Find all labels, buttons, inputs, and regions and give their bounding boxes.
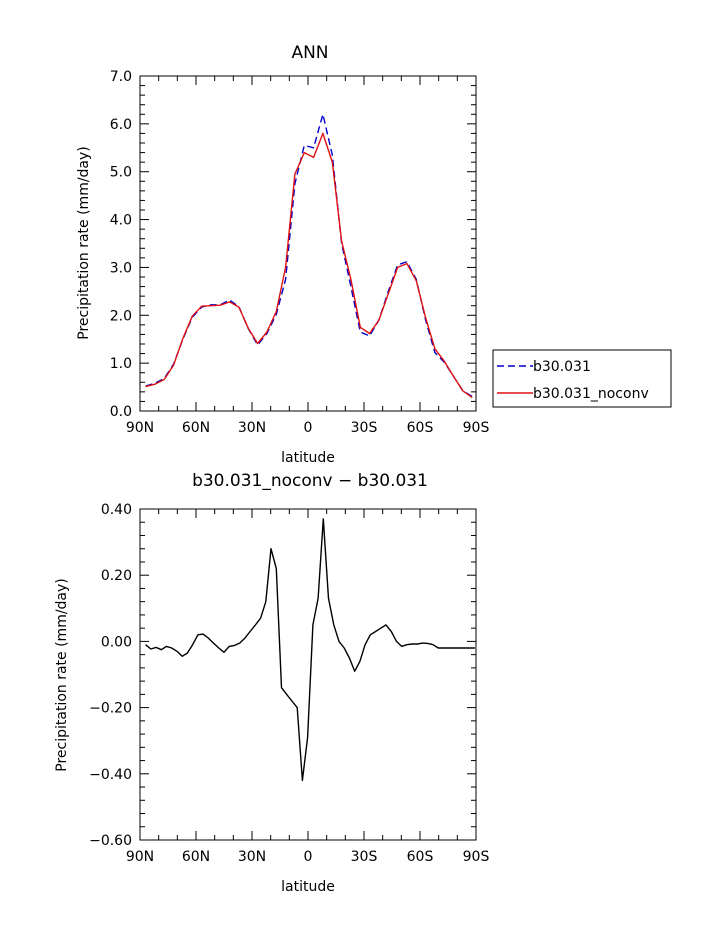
- y-axis-label-top: Precipitation rate (mm/day): [76, 146, 92, 340]
- difference-chart-bottom: b30.031_noconv − b30.031 90N 60N 30N 0 30S 60…: [54, 471, 489, 895]
- y-tick-label-bottom: 0.20: [101, 568, 132, 584]
- x-tick-label-top: 60N: [182, 420, 210, 436]
- y-ticks-bottom: 0.40 0.20 0.00 −0.20 −0.40 −0.60: [89, 502, 476, 849]
- y-axis-label-bottom: Precipitation rate (mm/day): [54, 578, 70, 772]
- x-tick-label-bottom: 60N: [182, 849, 210, 865]
- x-tick-label-top: 0: [304, 420, 313, 436]
- series-line-difference: [145, 518, 475, 782]
- y-tick-label-bottom: 0.00: [101, 634, 132, 650]
- y-tick-label-top: 5.0: [110, 165, 132, 181]
- x-tick-label-top: 90N: [126, 420, 154, 436]
- precipitation-chart-top: ANN 90N 60N 30N 0 30S 60S 90S 0.0 1.0 2.0 3.0 4.0 5…: [76, 43, 672, 466]
- plot-frame-top: [139, 75, 477, 412]
- x-tick-label-bottom: 90S: [463, 849, 490, 865]
- x-tick-label-top: 60S: [407, 420, 434, 436]
- y-tick-label-top: 0.0: [110, 404, 132, 420]
- x-tick-label-top: 90S: [463, 420, 490, 436]
- legend-label-b30-031: b30.031: [533, 359, 591, 375]
- series-group-bottom: [145, 518, 475, 782]
- x-ticks-top: 90N 60N 30N 0 30S 60S 90S: [126, 76, 490, 436]
- y-tick-label-bottom: −0.60: [89, 833, 132, 849]
- y-tick-label-bottom: −0.40: [89, 767, 132, 783]
- y-tick-label-bottom: −0.20: [89, 701, 132, 717]
- x-ticks-bottom: 90N 60N 30N 0 30S 60S 90S: [126, 509, 490, 865]
- x-tick-label-top: 30S: [351, 420, 378, 436]
- chart-title-top: ANN: [291, 43, 328, 63]
- x-axis-label-bottom: latitude: [281, 879, 335, 895]
- y-tick-label-top: 3.0: [110, 260, 132, 276]
- series-group-top: [145, 113, 473, 399]
- legend: b30.031 b30.031_noconv: [492, 349, 672, 408]
- x-tick-label-bottom: 90N: [126, 849, 154, 865]
- x-tick-label-bottom: 30S: [351, 849, 378, 865]
- y-tick-label-top: 1.0: [110, 356, 132, 372]
- y-tick-label-top: 7.0: [110, 69, 132, 85]
- legend-box: [492, 349, 672, 408]
- chart-title-bottom: b30.031_noconv − b30.031: [192, 471, 428, 491]
- y-tick-label-top: 2.0: [110, 308, 132, 324]
- series-line-b30-031: [145, 113, 473, 398]
- legend-label-b30-031-noconv: b30.031_noconv: [533, 386, 649, 402]
- y-tick-label-top: 6.0: [110, 117, 132, 133]
- x-tick-label-bottom: 30N: [238, 849, 266, 865]
- plot-frame-bottom: [139, 508, 477, 841]
- x-tick-label-bottom: 0: [304, 849, 313, 865]
- series-line-b30-031-noconv: [145, 132, 473, 399]
- y-tick-label-bottom: 0.40: [101, 502, 132, 518]
- x-axis-label-top: latitude: [281, 450, 335, 466]
- x-tick-label-top: 30N: [238, 420, 266, 436]
- y-tick-label-top: 4.0: [110, 213, 132, 229]
- x-tick-label-bottom: 60S: [407, 849, 434, 865]
- y-ticks-top: 0.0 1.0 2.0 3.0 4.0 5.0 6.0 7.0: [110, 69, 476, 420]
